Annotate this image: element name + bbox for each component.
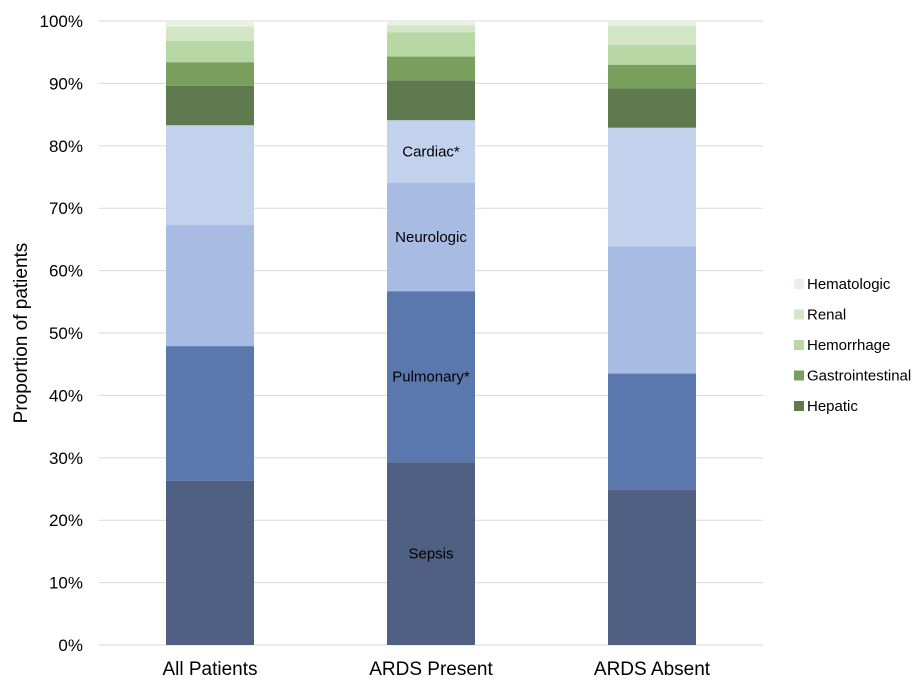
y-tick-label: 0%: [58, 636, 83, 655]
y-tick-label: 100%: [40, 12, 83, 31]
bar-segment-renal: [608, 25, 696, 45]
bar-segment-hematologic: [608, 21, 696, 26]
legend: Hematologic Renal Hemorrhage Gastrointestin…: [794, 276, 911, 415]
bar-segment-gastrointestinal: [608, 64, 696, 89]
bar-segment-neurologic: [166, 225, 254, 347]
bar-segment-pulmonary: [608, 373, 696, 490]
x-tick-label: ARDS Present: [369, 659, 493, 680]
bar-segment-renal: [387, 25, 475, 33]
legend-label-gastrointestinal: Gastrointestinal: [807, 368, 911, 385]
legend-swatch-hepatic: [794, 401, 804, 411]
y-axis-label: Proportion of patients: [11, 243, 32, 424]
legend-label-hemorrhage: Hemorrhage: [807, 337, 890, 354]
y-tick-label: 60%: [49, 262, 83, 281]
bar-segment-hepatic: [608, 88, 696, 128]
bar-segment-hemorrhage: [387, 32, 475, 57]
bar-segment-renal: [166, 26, 254, 41]
y-axis-ticks: 0% 10% 20% 30% 40% 50% 60% 70% 80% 90% 100%: [40, 12, 83, 655]
y-tick-label: 50%: [49, 324, 83, 343]
segment-label-pulmonary: Pulmonary*: [392, 369, 470, 386]
legend-swatch-hemorrhage: [794, 340, 804, 350]
y-tick-label: 80%: [49, 137, 83, 156]
y-tick-label: 30%: [49, 449, 83, 468]
bar-segment-gastrointestinal: [166, 62, 254, 86]
y-tick-label: 70%: [49, 199, 83, 218]
x-axis-ticks: All Patients ARDS Present ARDS Absent: [162, 659, 710, 680]
bars: [166, 21, 696, 645]
bar-segment-hemorrhage: [608, 44, 696, 65]
bar-segment-pulmonary: [387, 291, 475, 463]
legend-label-hematologic: Hematologic: [807, 276, 891, 293]
x-tick-label: All Patients: [162, 659, 257, 680]
legend-label-hepatic: Hepatic: [807, 398, 858, 415]
segment-label-cardiac: Cardiac*: [402, 143, 460, 160]
bar-segment-hematologic: [166, 21, 254, 27]
bar-segment-hematologic: [387, 21, 475, 26]
legend-label-renal: Renal: [807, 307, 846, 324]
bar-segment-neurologic: [608, 246, 696, 374]
y-tick-label: 10%: [49, 574, 83, 593]
bar-segment-hepatic: [166, 85, 254, 126]
bar-segment-cardiac: [166, 125, 254, 226]
bar-segment-sepsis: [387, 462, 475, 645]
bar-segment-hepatic: [387, 80, 475, 121]
bar-segment-neurologic: [387, 182, 475, 292]
bar-segment-pulmonary: [166, 346, 254, 481]
x-tick-label: ARDS Absent: [594, 659, 711, 680]
bar-segment-gastrointestinal: [387, 56, 475, 81]
bar-segment-cardiac: [608, 127, 696, 247]
legend-swatch-hematologic: [794, 279, 804, 289]
bar-segment-hemorrhage: [166, 40, 254, 63]
y-tick-label: 90%: [49, 74, 83, 93]
segment-label-sepsis: Sepsis: [408, 546, 453, 563]
segment-labels: Sepsis Pulmonary* Neurologic Cardiac*: [392, 143, 470, 562]
bar-segment-cardiac: [387, 120, 475, 183]
bar-segment-sepsis: [608, 489, 696, 645]
segment-label-neurologic: Neurologic: [395, 229, 467, 246]
legend-swatch-renal: [794, 309, 804, 320]
y-tick-label: 20%: [49, 511, 83, 530]
legend-swatch-gastrointestinal: [794, 370, 804, 381]
y-tick-label: 40%: [49, 386, 83, 405]
bar-segment-sepsis: [166, 480, 254, 645]
